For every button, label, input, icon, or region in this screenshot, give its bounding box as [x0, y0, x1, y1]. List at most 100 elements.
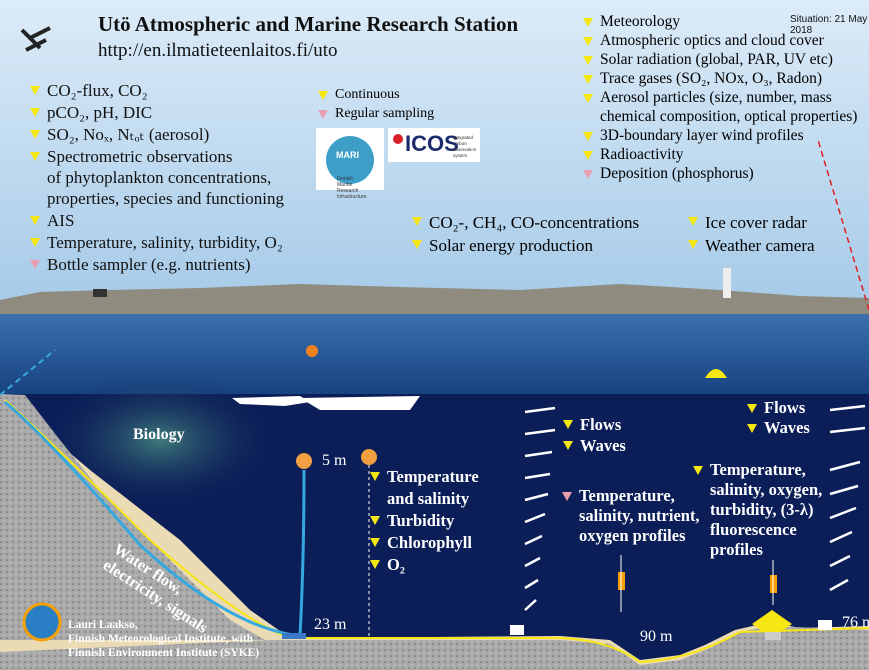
- marker: [747, 424, 757, 433]
- list-item: Temperature and salinity: [370, 466, 479, 510]
- list-item: 3D-boundary layer wind profiles: [583, 126, 857, 145]
- platform: [510, 625, 524, 635]
- marker: [370, 516, 380, 525]
- list-item: Turbidity: [370, 510, 479, 532]
- satellite-icon: [20, 26, 51, 52]
- marker: [30, 108, 40, 117]
- list-item: Chlorophyll: [370, 532, 479, 554]
- marker: [583, 151, 593, 160]
- item-text: Trace gases (SO₂, NOx, O₃, Radon): [600, 70, 823, 87]
- buoy: [705, 369, 727, 378]
- list-item: CO₂-flux, CO₂: [30, 80, 284, 101]
- marker: [583, 132, 593, 141]
- list-item: Atmospheric optics and cloud cover: [583, 31, 857, 50]
- list-item: Waves: [747, 418, 810, 438]
- item-text: Turbidity: [387, 511, 455, 530]
- cable-blue: [4, 400, 306, 638]
- left-list: CO₂-flux, CO₂ pCO₂, pH, DIC SO₂, Noₓ, Nₜₒₜ…: [30, 80, 284, 276]
- item-text: Deposition (phosphorus): [600, 165, 754, 182]
- marker: [370, 472, 380, 481]
- item-text: Flows: [580, 415, 622, 434]
- depth-label: 5 m: [322, 452, 347, 469]
- item-text: Atmospheric optics and cloud cover: [600, 32, 824, 49]
- list-item: CO₂-, CH₄, CO-concentrations: [412, 211, 639, 234]
- platform: [765, 632, 781, 640]
- icos-logo: [388, 128, 480, 162]
- item-text: Radioactivity: [600, 146, 684, 163]
- marker: [688, 240, 698, 249]
- list-item: Temperature, salinity, nutrient, oxygen …: [562, 486, 700, 546]
- seafloor: [0, 626, 869, 670]
- marker: [583, 37, 593, 46]
- marker: [583, 94, 593, 103]
- item-text: Spectrometric observations of phytoplank…: [47, 147, 284, 208]
- legend: Continuous Regular sampling: [318, 85, 434, 123]
- list-item: Flows: [747, 398, 810, 418]
- item-text: Bottle sampler (e.g. nutrients): [47, 255, 251, 274]
- flow-arrows: [524, 404, 866, 611]
- item-text: CO₂-, CH₄, CO-concentrations: [429, 213, 640, 232]
- list-item: Aerosol particles (size, number, mass ch…: [583, 88, 857, 126]
- url[interactable]: http://en.ilmatieteenlaitos.fi/uto: [98, 40, 338, 61]
- item-text: Weather camera: [705, 236, 815, 255]
- list-item: pCO₂, pH, DIC: [30, 102, 284, 123]
- marker: [412, 240, 422, 249]
- depth-label: 90 m: [640, 628, 673, 645]
- marker: [30, 152, 40, 161]
- item-text: pCO₂, pH, DIC: [47, 103, 153, 122]
- flow-list: Flows Waves: [563, 414, 626, 456]
- marker: [370, 538, 380, 547]
- marker: [30, 238, 40, 247]
- logo-text: ICOS: [405, 131, 459, 156]
- list-item: Bottle sampler (e.g. nutrients): [30, 254, 284, 275]
- marker: [562, 492, 572, 501]
- list-item: Radioactivity: [583, 145, 857, 164]
- list-item: SO₂, Noₓ, Nₜₒₜ (aerosol): [30, 124, 284, 145]
- marker: [30, 130, 40, 139]
- logo-sub: integrated carbon observation system: [453, 135, 477, 158]
- buoy: [306, 345, 318, 357]
- marker: [30, 260, 40, 269]
- right-list: Meteorology Atmospheric optics and cloud …: [583, 12, 857, 183]
- platform: [818, 620, 832, 630]
- item-text: Solar energy production: [429, 236, 593, 255]
- sensor-list: Temperature and salinity Turbidity Chlorop…: [370, 466, 479, 576]
- list-item: Ice cover radar: [688, 211, 815, 234]
- marker: [583, 18, 593, 27]
- platform: [752, 610, 792, 638]
- list-item: Flows: [563, 414, 626, 435]
- item-text: Temperature, salinity, turbidity, O₂: [47, 233, 283, 252]
- logo-sub: Finnish Marine Research Infrastructure: [337, 176, 367, 200]
- mid-list: CO₂-, CH₄, CO-concentrations Solar energy…: [412, 211, 639, 257]
- marker: [583, 56, 593, 65]
- fmi-logo: [22, 602, 62, 642]
- item-text: O₂: [387, 555, 405, 574]
- lighthouse: [723, 268, 731, 298]
- item-text: Continuous: [335, 87, 400, 102]
- item-text: AIS: [47, 211, 75, 230]
- list-item: Deposition (phosphorus): [583, 164, 857, 183]
- list-item: Spectrometric observations of phytoplank…: [30, 146, 284, 209]
- marker: [563, 441, 573, 450]
- finmari-mark: [326, 136, 374, 184]
- profile-list: Temperature, salinity, oxygen, turbidity…: [693, 460, 822, 560]
- marker: [583, 75, 593, 84]
- list-item: Weather camera: [688, 234, 815, 257]
- biology-label: Biology: [133, 426, 185, 443]
- item-text: Flows: [764, 398, 806, 417]
- item-text: Aerosol particles (size, number, mass ch…: [600, 89, 858, 125]
- profile-list: Temperature, salinity, nutrient, oxygen …: [562, 486, 700, 546]
- depth-label: 76 m: [842, 614, 869, 631]
- credit: Lauri Laakso, Finnish Meteorological Ins…: [68, 619, 260, 659]
- radar-list: Ice cover radar Weather camera: [688, 211, 815, 257]
- hut: [93, 289, 107, 297]
- marker: [318, 110, 328, 119]
- ice: [232, 396, 420, 410]
- logo-text: MARI: [336, 150, 359, 160]
- sand: [0, 394, 869, 670]
- list-item: Solar radiation (global, PAR, UV etc): [583, 50, 857, 69]
- list-item: Temperature, salinity, turbidity, O₂: [30, 232, 284, 253]
- link-line: [0, 349, 56, 396]
- item-text: Solar radiation (global, PAR, UV etc): [600, 51, 833, 68]
- marker: [688, 217, 698, 226]
